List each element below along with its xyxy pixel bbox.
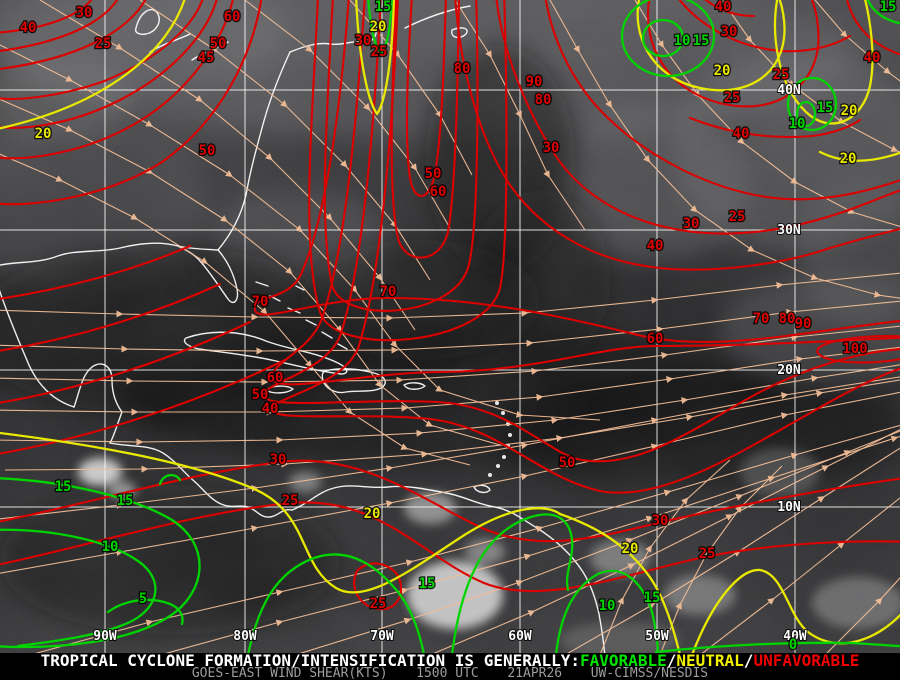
contour-label: 40 xyxy=(733,126,750,142)
longitude-label: 70W xyxy=(370,629,394,644)
contour-label: 25 xyxy=(699,546,716,562)
contour-label: 20 xyxy=(714,63,731,79)
shear-contours-low xyxy=(0,0,900,657)
status-message: TROPICAL CYCLONE FORMATION/INTENSIFICATI… xyxy=(40,651,581,670)
contour-label: 30 xyxy=(76,5,93,21)
contour-label: 40 xyxy=(715,0,732,15)
contour-label: 30 xyxy=(721,24,738,40)
contour-label: 30 xyxy=(652,513,669,529)
contour-label: 15 xyxy=(693,33,710,49)
contour-label: 25 xyxy=(95,36,112,52)
contour-label: 90 xyxy=(795,316,812,332)
streamline xyxy=(659,465,783,656)
contour-label: 40 xyxy=(20,20,37,36)
contour-label: 80 xyxy=(535,92,552,108)
contour-label: 50 xyxy=(199,143,216,159)
contour-label: 60 xyxy=(430,184,447,200)
latitude-label: 20N xyxy=(777,363,801,378)
contour-label: 25 xyxy=(724,90,741,106)
contour-label: 40 xyxy=(647,238,664,254)
contour-label: 80 xyxy=(454,61,471,77)
latitude-label: 40N xyxy=(777,83,801,98)
contour-label: 10 xyxy=(102,539,119,555)
contour-label: 10 xyxy=(674,33,691,49)
contour-label: 25 xyxy=(370,596,387,612)
contour-label: 80 xyxy=(779,311,796,327)
contour-label: 60 xyxy=(267,370,284,386)
contour-label: 90 xyxy=(526,74,543,90)
contour-label: 25 xyxy=(282,493,299,509)
contour-label: 20 xyxy=(364,506,381,522)
streamline xyxy=(244,0,451,229)
contour-label: 25 xyxy=(371,44,388,60)
contour-label: 15 xyxy=(55,479,72,495)
favorable-label: FAVORABLE xyxy=(580,651,667,670)
contour-label: 70 xyxy=(753,311,770,327)
map-labels: 90W 80W 70W 60W 50W 40W40N30N20N10N3040256050… xyxy=(18,0,897,654)
separator: / xyxy=(743,651,754,670)
contour-label: 70 xyxy=(252,294,269,310)
product-name: GOES-EAST WIND SHEAR(KTS) xyxy=(191,666,388,680)
unfavorable-label: UNFAVORABLE xyxy=(753,651,860,670)
streamline xyxy=(564,443,900,656)
satellite-map: 90W 80W 70W 60W 50W 40W 40N 30N 20N 10N 30 40 25 60 50… xyxy=(0,0,900,659)
contour-label: 30 xyxy=(270,452,287,468)
contour-label: 20 xyxy=(840,151,857,167)
credit-bar: GOES-EAST WIND SHEAR(KTS) 1500 UTC 21APR26… xyxy=(0,666,900,680)
streamline xyxy=(699,497,900,656)
contour-label: 60 xyxy=(647,331,664,347)
streamline xyxy=(599,459,731,656)
contour-label: 50 xyxy=(252,387,269,403)
contour-label: 15 xyxy=(644,590,661,606)
longitude-label: 40W xyxy=(783,629,807,644)
contour-label: 15 xyxy=(375,0,392,15)
longitude-label: 90W xyxy=(93,629,117,644)
contour-label: 10 xyxy=(599,598,616,614)
contour-label: 10 xyxy=(789,116,806,132)
contour-label: 15 xyxy=(817,100,834,116)
latitude-label: 10N xyxy=(777,500,801,515)
contour-label: 25 xyxy=(729,209,746,225)
contour-label: 15 xyxy=(419,576,436,592)
data-source: UW-CIMSS/NESDIS xyxy=(590,666,709,680)
contour-label: 20 xyxy=(622,541,639,557)
valid-time: 1500 UTC xyxy=(416,666,479,680)
contour-label: 30 xyxy=(683,216,700,232)
contour-label: 60 xyxy=(224,9,241,25)
contour-label: 15 xyxy=(117,493,134,509)
contour-label: 15 xyxy=(880,0,897,15)
shear-contours-high xyxy=(0,0,900,611)
contour-label: 50 xyxy=(425,166,442,182)
contour-label: 50 xyxy=(210,36,227,52)
longitude-label: 50W xyxy=(645,629,669,644)
streamline xyxy=(814,0,900,82)
contour-label: 0 xyxy=(789,637,797,653)
contour-label: 20 xyxy=(35,126,52,142)
separator: / xyxy=(666,651,677,670)
contour-label: 40 xyxy=(262,401,279,417)
longitude-label: 80W xyxy=(233,629,257,644)
contour-label: 20 xyxy=(841,103,858,119)
longitude-label: 60W xyxy=(508,629,532,644)
contour-label: 5 xyxy=(139,591,147,607)
contour-label: 30 xyxy=(543,140,560,156)
contour-label: 50 xyxy=(559,455,576,471)
streamline xyxy=(454,0,586,231)
latitude-label: 30N xyxy=(777,223,801,238)
contour-label: 45 xyxy=(198,50,215,66)
contour-label: 25 xyxy=(773,67,790,83)
contour-label: 20 xyxy=(370,19,387,35)
streamline xyxy=(824,577,900,656)
neutral-label: NEUTRAL xyxy=(676,651,744,670)
contour-label: 100 xyxy=(842,341,867,357)
contour-label: 70 xyxy=(380,284,397,300)
status-bar: TROPICAL CYCLONE FORMATION/INTENSIFICATI… xyxy=(0,651,900,670)
contour-label: 30 xyxy=(355,33,372,49)
streamline xyxy=(634,0,900,227)
valid-date: 21APR26 xyxy=(507,666,563,680)
streamline xyxy=(721,0,900,153)
map-canvas: 90W 80W 70W 60W 50W 40W40N30N20N10N3040256050… xyxy=(0,0,900,659)
contour-label: 40 xyxy=(864,50,881,66)
